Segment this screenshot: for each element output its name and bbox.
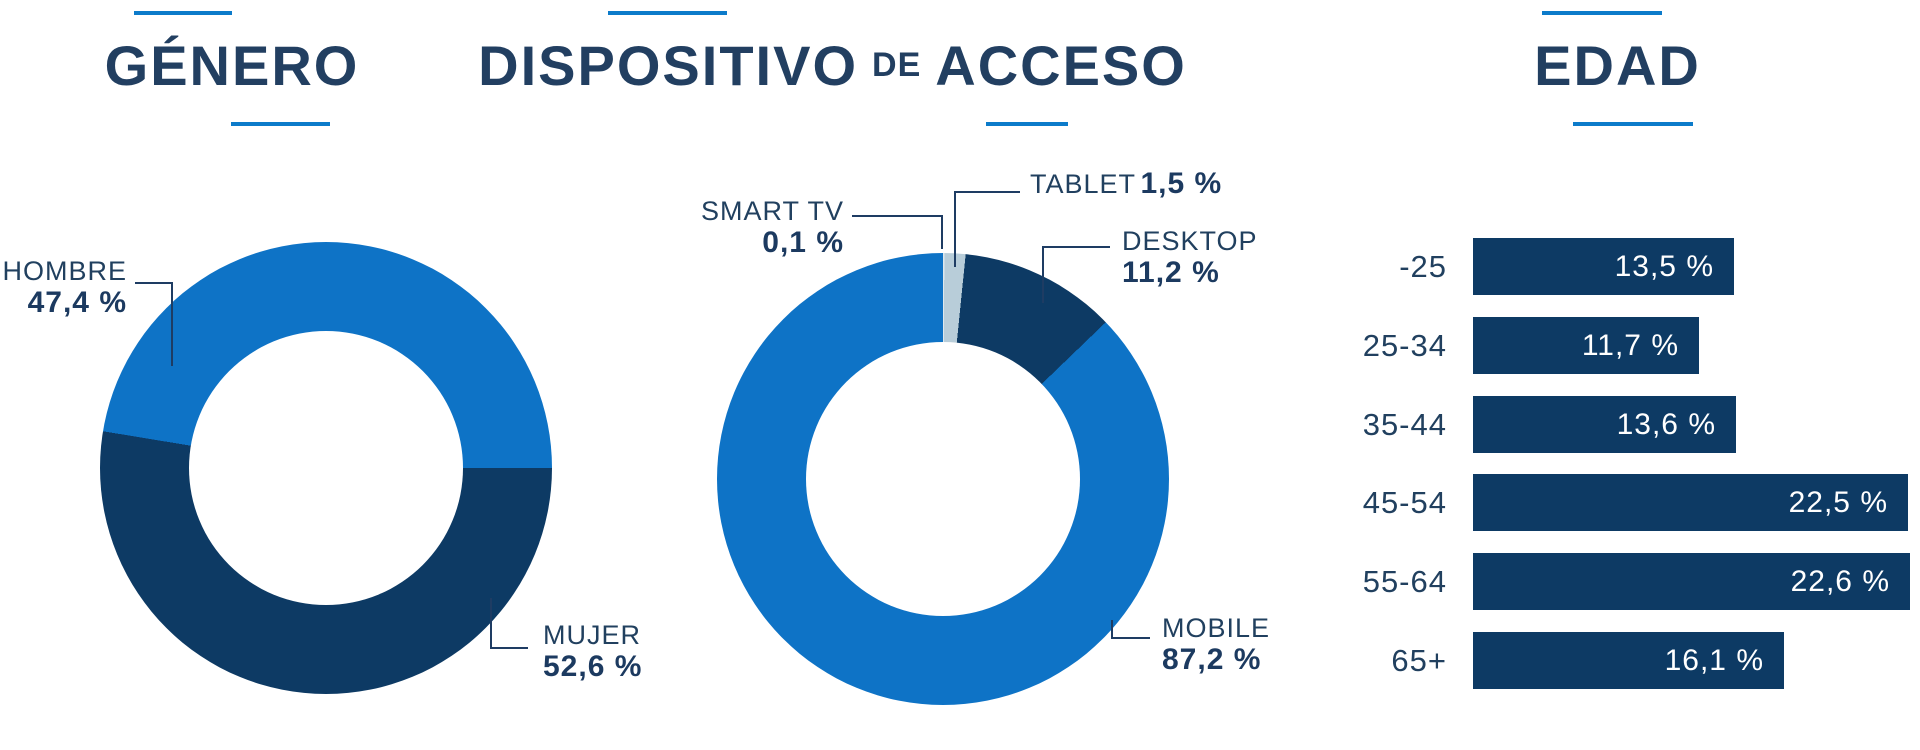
- genero-donut-ring: [100, 242, 552, 694]
- dispositivo-smarttv-label: SMART TV 0,1 %: [640, 196, 844, 258]
- dispositivo-smarttv-value: 0,1 %: [762, 226, 844, 259]
- edad-bar: 16,1 %: [1473, 632, 1784, 689]
- dispositivo-donut-hole: [806, 342, 1080, 616]
- genero-hombre-name: HOMBRE: [2, 256, 127, 286]
- dispositivo-mobile-connector-h: [1111, 637, 1150, 639]
- edad-category-label: 55-64: [1362, 564, 1447, 599]
- edad-bar: 13,6 %: [1473, 396, 1736, 453]
- edad-title: EDAD: [1490, 30, 1745, 100]
- dispositivo-tablet-label: TABLET 1,5 %: [1030, 168, 1222, 204]
- genero-mujer-value: 52,6 %: [543, 650, 643, 683]
- dispositivo-smarttv-name: SMART TV: [700, 196, 844, 226]
- dispositivo-desktop-connector-v: [1042, 246, 1044, 303]
- dispositivo-accent-line-bottom: [986, 122, 1068, 126]
- genero-accent-line-bottom: [231, 122, 330, 126]
- genero-title: GÉNERO: [100, 30, 364, 100]
- edad-bar: 22,5 %: [1473, 474, 1908, 531]
- genero-accent-line-top: [134, 11, 232, 15]
- edad-bar-value: 13,5 %: [1614, 250, 1714, 283]
- dispositivo-title-part3: ACCESO: [935, 33, 1187, 97]
- genero-hombre-connector-h: [135, 282, 173, 284]
- genero-mujer-name: MUJER: [543, 620, 641, 650]
- edad-accent-line-top: [1542, 11, 1662, 15]
- edad-bar-value: 16,1 %: [1664, 644, 1764, 677]
- dispositivo-mobile-value: 87,2 %: [1162, 643, 1262, 676]
- edad-category-label: 65+: [1391, 643, 1447, 678]
- edad-category-label: -25: [1399, 249, 1447, 284]
- dispositivo-mobile-connector-v: [1111, 620, 1113, 639]
- edad-bar-value: 22,5 %: [1788, 486, 1888, 519]
- dispositivo-accent-line-top: [608, 11, 727, 15]
- dispositivo-title-part2: DE: [872, 45, 922, 84]
- dispositivo-smarttv-connector-v: [941, 215, 943, 249]
- genero-hombre-connector-v: [171, 282, 173, 366]
- edad-category-label: 35-44: [1362, 407, 1447, 442]
- edad-bar: 22,6 %: [1473, 553, 1910, 610]
- edad-accent-line-bottom: [1573, 122, 1693, 126]
- genero-title-text: GÉNERO: [104, 33, 360, 97]
- edad-bar-value: 22,6 %: [1790, 565, 1890, 598]
- dispositivo-desktop-name: DESKTOP: [1122, 226, 1258, 256]
- edad-bar-value: 11,7 %: [1581, 329, 1679, 362]
- edad-bar: 13,5 %: [1473, 238, 1734, 295]
- dispositivo-title-part1: DISPOSITIVO: [478, 33, 859, 97]
- edad-title-text: EDAD: [1534, 33, 1701, 97]
- dispositivo-tablet-connector-h: [954, 191, 1020, 193]
- dispositivo-smarttv-connector-h: [852, 215, 943, 217]
- edad-category-label: 25-34: [1362, 328, 1447, 363]
- genero-donut-hole: [189, 331, 463, 605]
- edad-bar-value: 13,6 %: [1616, 408, 1716, 441]
- dispositivo-donut-ring: [717, 253, 1169, 705]
- dispositivo-title: DISPOSITIVO DE ACCESO: [478, 30, 1185, 100]
- dispositivo-desktop-label: DESKTOP 11,2 %: [1122, 226, 1258, 288]
- dispositivo-tablet-connector-v: [954, 191, 956, 267]
- edad-category-label: 45-54: [1362, 485, 1447, 520]
- genero-hombre-value: 47,4 %: [27, 286, 127, 319]
- dispositivo-desktop-connector-h: [1042, 246, 1110, 248]
- dispositivo-mobile-label: MOBILE 87,2 %: [1162, 613, 1270, 675]
- dispositivo-desktop-value: 11,2 %: [1122, 256, 1220, 289]
- genero-mujer-connector-v: [490, 598, 492, 649]
- genero-mujer-label: MUJER 52,6 %: [543, 620, 642, 682]
- edad-bar: 11,7 %: [1473, 317, 1699, 374]
- genero-hombre-label: HOMBRE 47,4 %: [0, 256, 127, 318]
- dispositivo-mobile-name: MOBILE: [1162, 613, 1271, 643]
- dispositivo-tablet-name: TABLET: [1030, 169, 1137, 199]
- dispositivo-tablet-value: 1,5 %: [1140, 167, 1223, 200]
- genero-mujer-connector-h: [490, 647, 528, 649]
